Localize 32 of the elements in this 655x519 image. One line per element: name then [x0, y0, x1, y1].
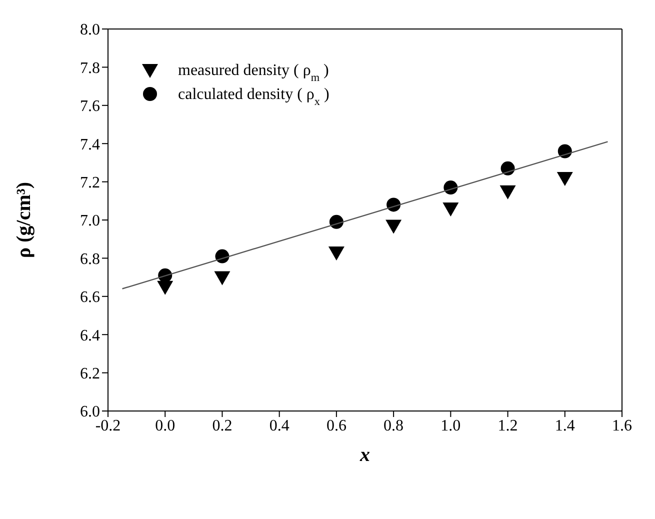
- point: [558, 144, 572, 158]
- y-tick-label: 7.0: [80, 212, 100, 230]
- x-tick-label: 1.4: [554, 417, 575, 434]
- point: [500, 161, 515, 176]
- y-tick-label: 8.0: [80, 22, 100, 39]
- y-tick-label: 7.6: [80, 98, 100, 116]
- y-tick-label: 7.8: [80, 60, 100, 77]
- point: [500, 185, 516, 200]
- x-tick-label: 1.6: [612, 417, 632, 434]
- point: [157, 280, 174, 295]
- legend-label: calculated density ( ρ$_{x}$ ): [178, 86, 330, 108]
- y-tick-label: 6.2: [80, 365, 100, 382]
- x-tick-label: 0.2: [212, 417, 232, 434]
- y-tick-label: 6.4: [80, 327, 100, 344]
- y-tick-label: 7.4: [80, 136, 100, 154]
- y-axis-title: ρ (g/cm³): [13, 182, 36, 258]
- y-tick-label: 7.2: [80, 174, 100, 192]
- x-tick-label: 1.0: [440, 417, 461, 434]
- x-tick-label: 1.2: [498, 417, 518, 434]
- point: [214, 271, 230, 286]
- legend-label: measured density ( ρ$_{m}$ ): [178, 62, 329, 84]
- x-tick-label: 0.4: [269, 417, 290, 434]
- y-tick-label: 6.8: [80, 250, 100, 268]
- x-axis-title: x: [359, 444, 370, 466]
- x-tick-label: 0.0: [155, 417, 176, 434]
- y-tick-label: 6.6: [80, 289, 100, 306]
- x-tick-label: 0.6: [326, 417, 346, 434]
- point: [442, 202, 459, 217]
- x-tick-label: 0.8: [384, 417, 404, 434]
- point: [556, 172, 573, 186]
- point: [386, 220, 402, 234]
- point: [328, 246, 344, 260]
